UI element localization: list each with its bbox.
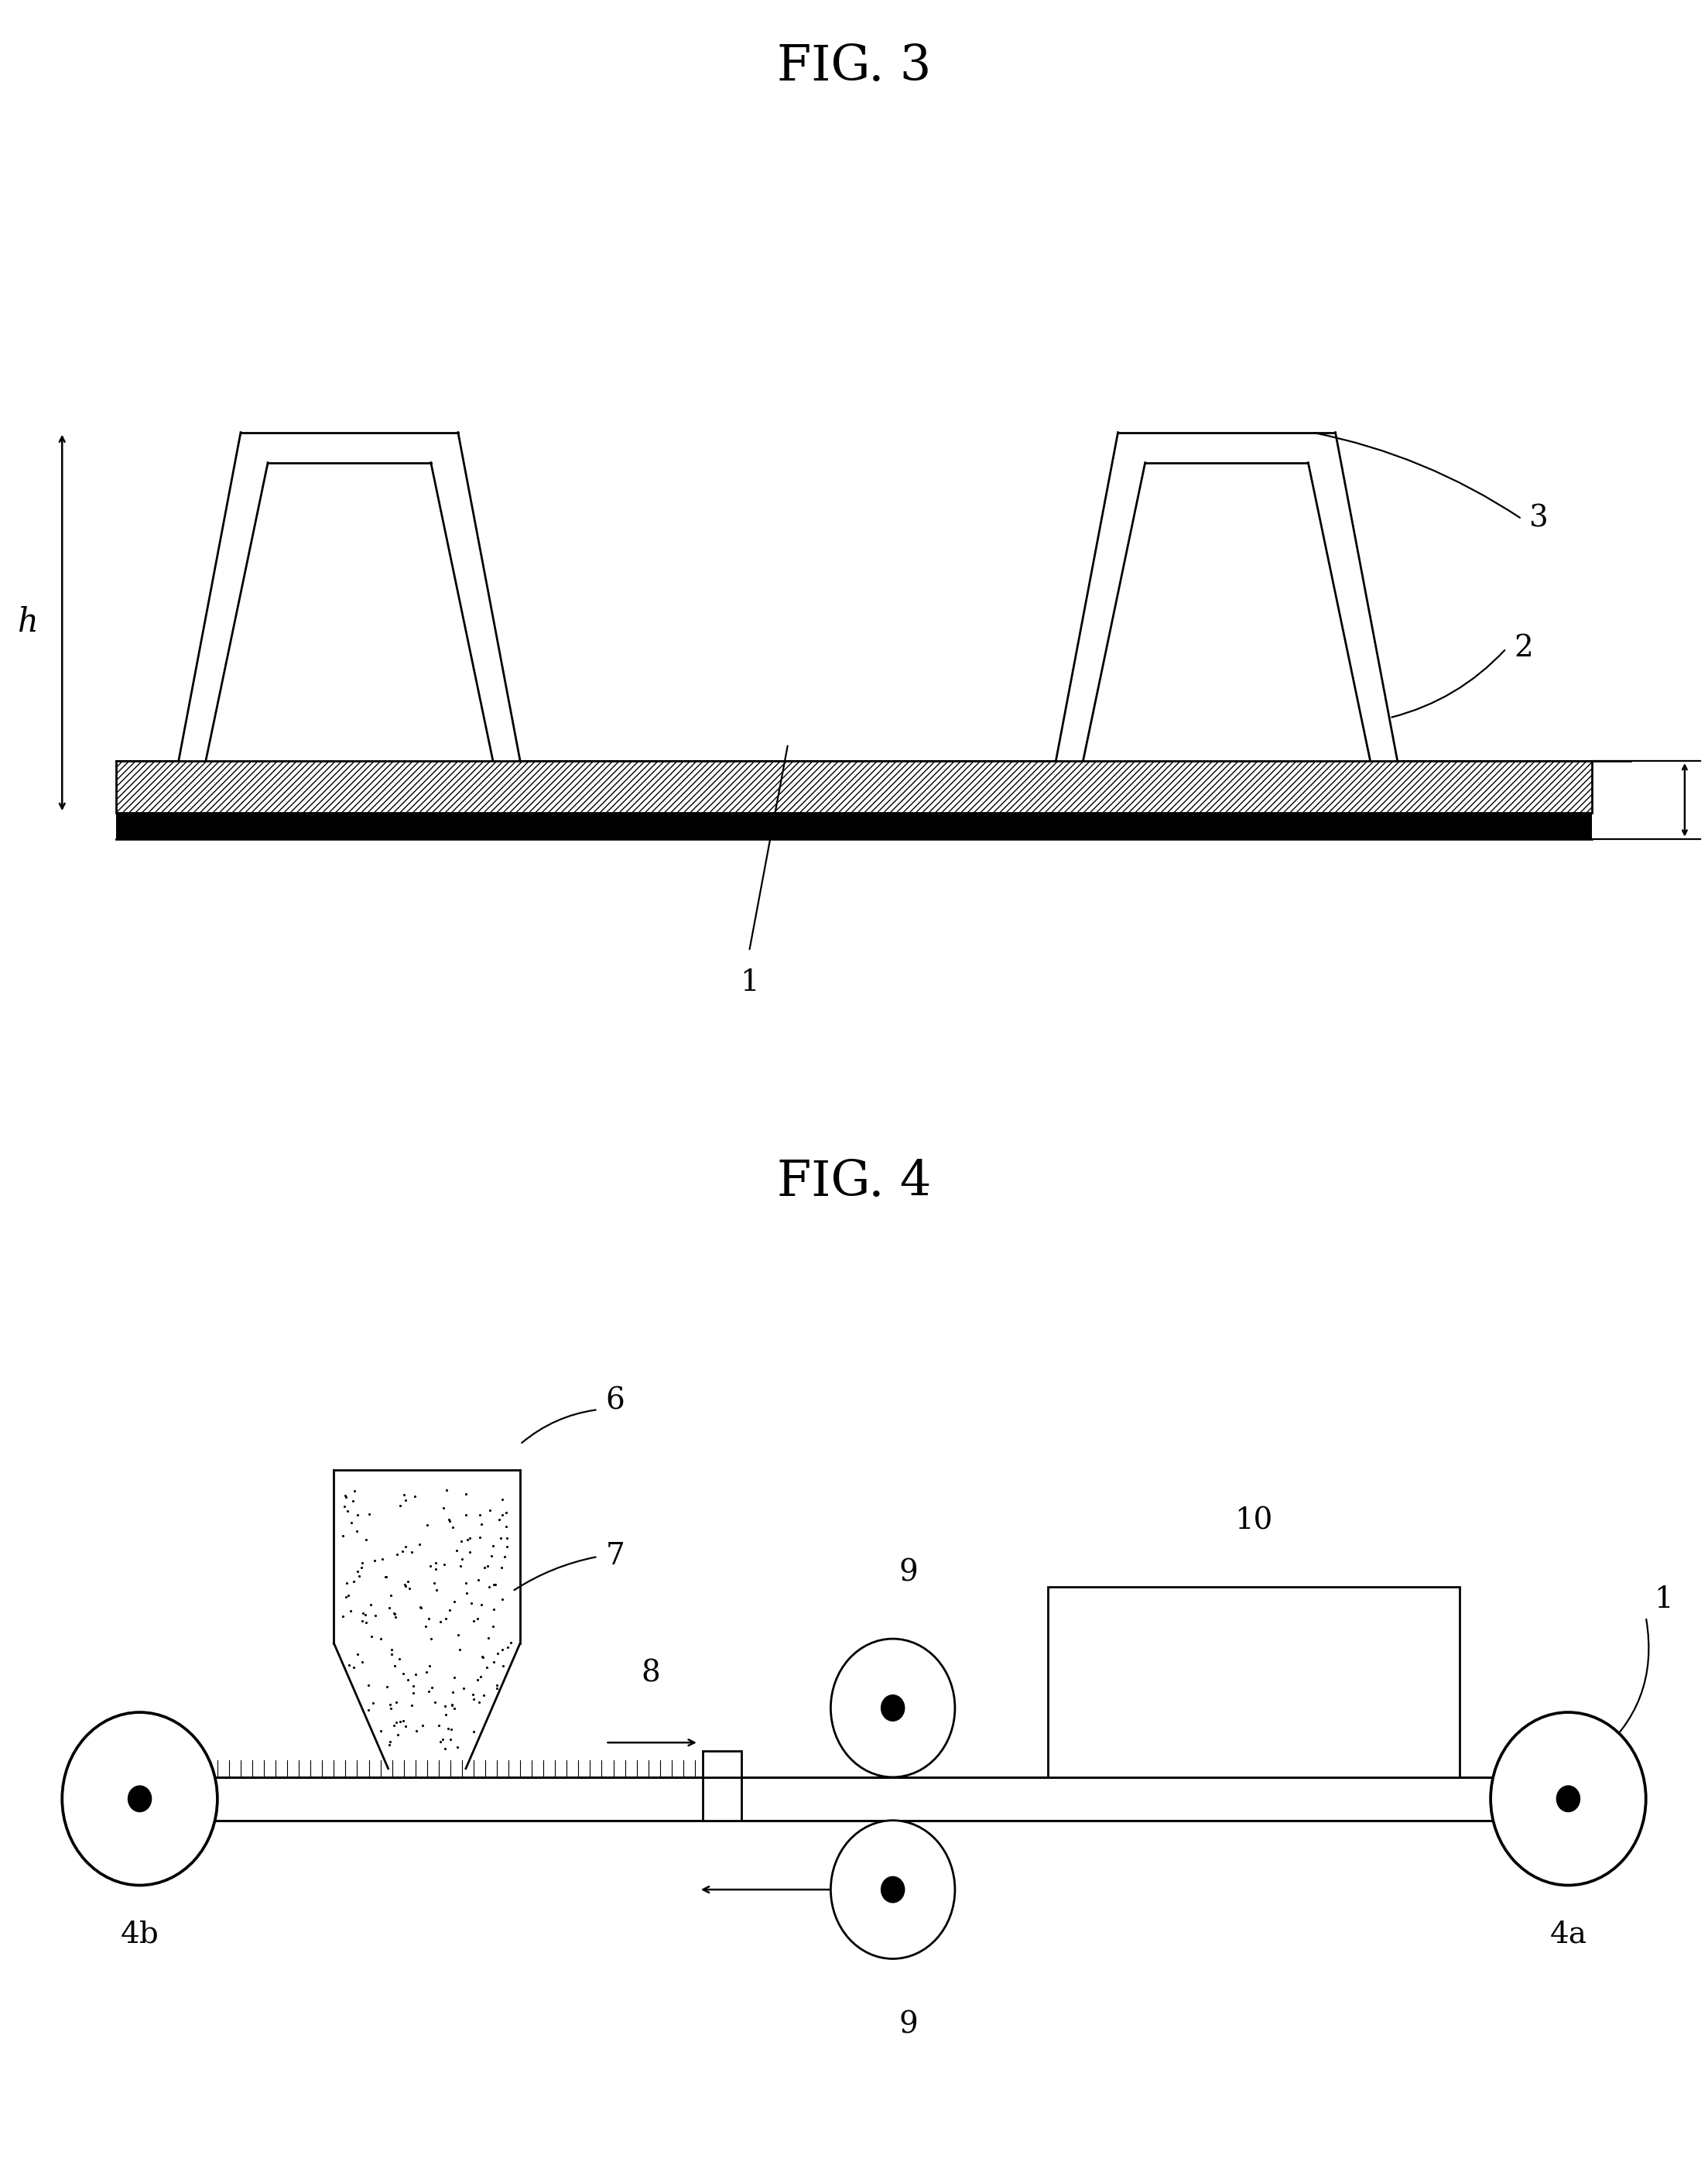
Circle shape: [830, 1639, 955, 1777]
Bar: [702, 1777, 741, 1820]
Circle shape: [128, 1786, 152, 1812]
Bar: [116, 813, 1592, 839]
Text: 4a: 4a: [1549, 1920, 1587, 1948]
Text: 4b: 4b: [121, 1920, 159, 1948]
Text: FIG. 4: FIG. 4: [777, 1159, 931, 1206]
Text: 1: 1: [740, 969, 758, 997]
Bar: [702, 1751, 741, 1777]
Bar: [116, 761, 1592, 813]
Bar: [1049, 1587, 1460, 1777]
Circle shape: [1556, 1786, 1580, 1812]
Text: 1: 1: [1653, 1585, 1672, 1615]
Circle shape: [830, 1820, 955, 1959]
Text: 8: 8: [640, 1658, 659, 1689]
Text: 2: 2: [1513, 633, 1534, 664]
Text: 5: 5: [883, 1907, 902, 1935]
Text: 9: 9: [898, 2011, 917, 2039]
Text: FIG. 3: FIG. 3: [777, 43, 931, 91]
Circle shape: [1491, 1712, 1647, 1885]
Circle shape: [881, 1695, 905, 1721]
Circle shape: [61, 1712, 217, 1885]
Text: 10: 10: [1235, 1507, 1272, 1535]
Text: 7: 7: [606, 1542, 625, 1572]
Circle shape: [881, 1877, 905, 1903]
Text: h: h: [19, 605, 39, 640]
Text: 6: 6: [606, 1386, 625, 1416]
Text: 3: 3: [1529, 504, 1549, 534]
Text: 9: 9: [898, 1559, 917, 1587]
